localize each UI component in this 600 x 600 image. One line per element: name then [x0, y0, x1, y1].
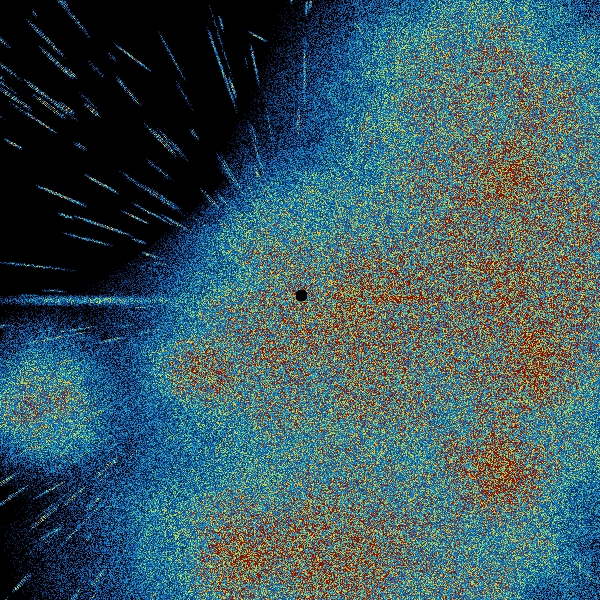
intensity-heatmap-canvas	[0, 0, 600, 600]
astronomical-intensity-map: Astronomical Intensity Map Pixelated fal…	[0, 0, 600, 600]
